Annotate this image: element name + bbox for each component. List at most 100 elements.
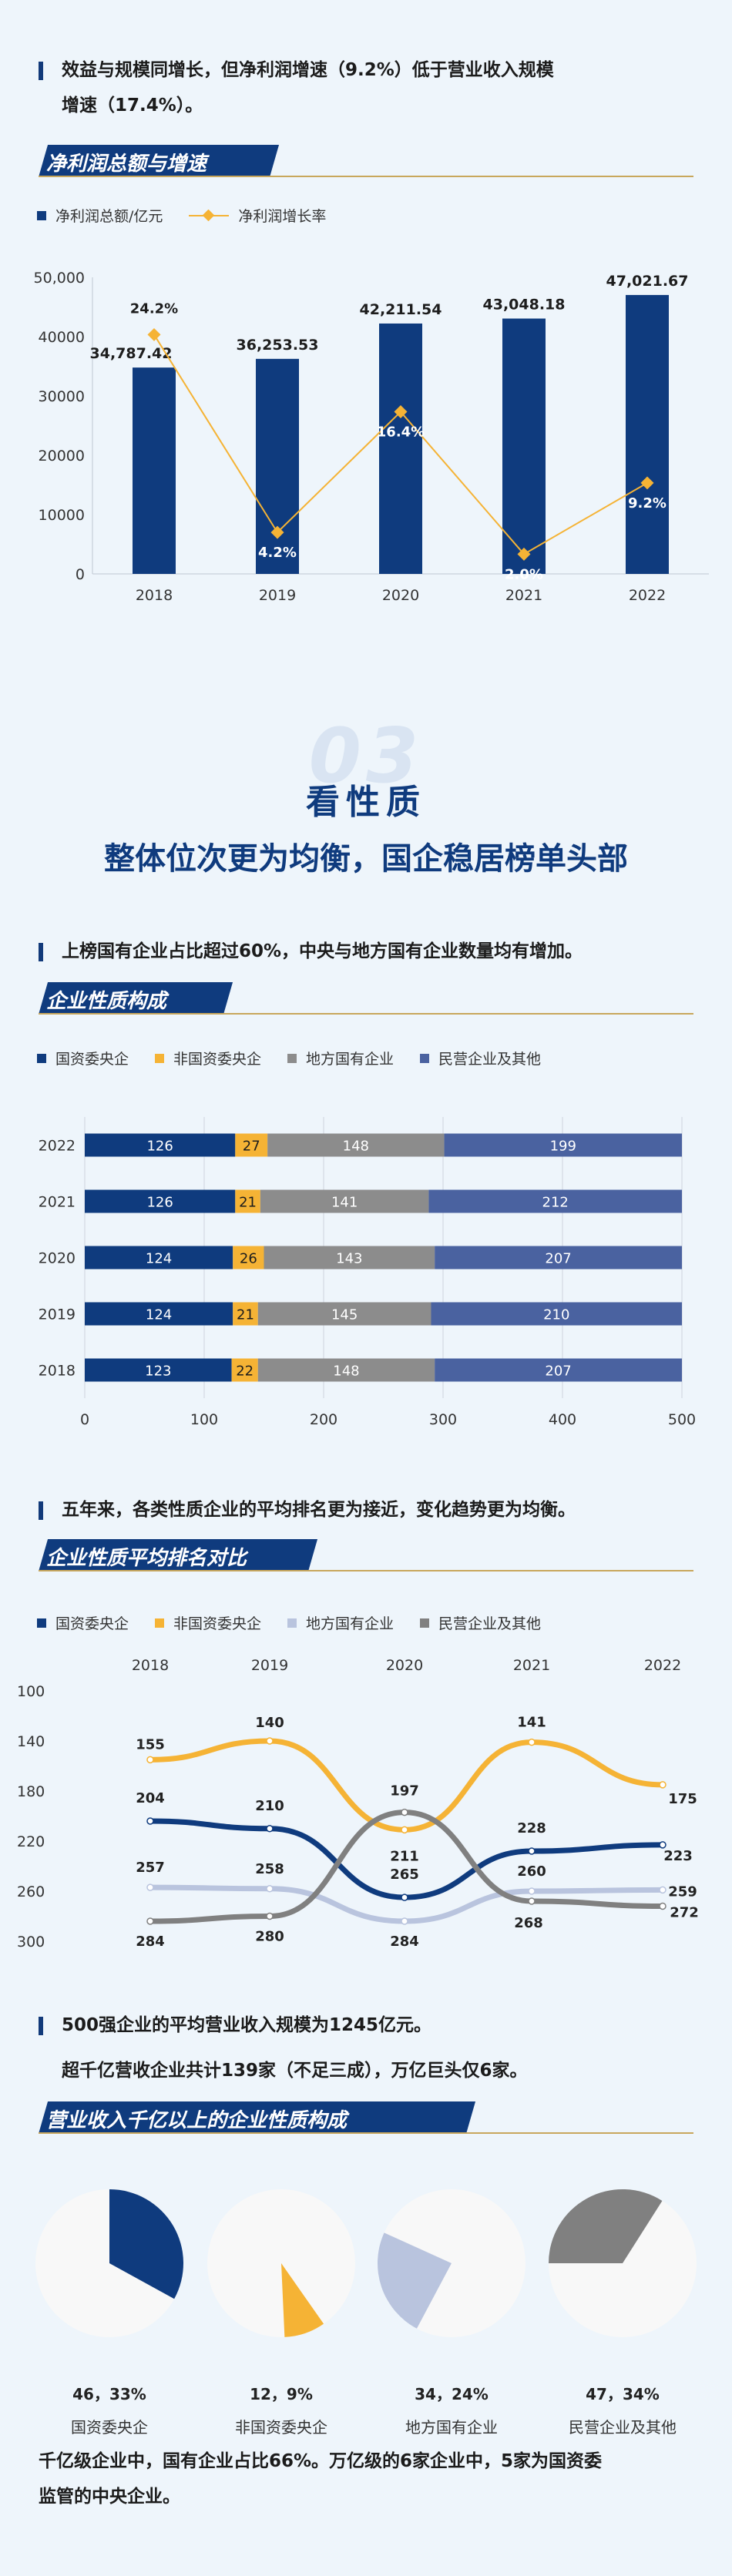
- rank-data-label: 259: [668, 1883, 697, 1900]
- legend-swatch: [287, 1618, 297, 1628]
- stacked-bar-segment: [444, 1133, 682, 1157]
- rank-point: [266, 1885, 274, 1893]
- lead-marker: [39, 62, 43, 80]
- legend-swatch: [420, 1618, 430, 1628]
- pie-slice: [378, 2232, 452, 2329]
- x-tick-label: 2020: [382, 587, 419, 604]
- rank-data-label: 258: [255, 1861, 284, 1877]
- growth-marker: [640, 476, 654, 490]
- y-tick-label: 180: [17, 1783, 45, 1800]
- segment-data-label: 207: [545, 1363, 571, 1380]
- rank-data-label: 284: [136, 1934, 165, 1950]
- y-tick-label: 2022: [39, 1138, 76, 1155]
- bar: [133, 367, 176, 574]
- growth-marker: [394, 405, 408, 419]
- x-tick-label: 2019: [259, 587, 296, 604]
- y-tick-label: 2019: [39, 1306, 76, 1323]
- chart-rank: 100 140 180 220 260 300 2018 2019 2020 2021 2022 20…: [17, 1657, 699, 1950]
- legend-label: 净利润总额/亿元: [55, 208, 163, 225]
- pie-slice: [109, 2189, 184, 2299]
- stacked-bar-segment: [235, 1133, 268, 1157]
- lead-nature: 上榜国有企业占比超过60%，中央与地方国有企业数量均有增加。: [39, 934, 701, 969]
- segment-data-label: 145: [331, 1307, 358, 1323]
- segment-data-label: 27: [243, 1139, 260, 1155]
- rank-point: [659, 1781, 667, 1789]
- legend-label: 国资委央企: [55, 1615, 129, 1632]
- y-tick-label: 0: [76, 566, 85, 583]
- x-tick-label: 200: [310, 1411, 337, 1428]
- rank-point: [401, 1917, 408, 1925]
- segment-data-label: 21: [239, 1195, 257, 1211]
- rank-data-label: 211: [390, 1848, 419, 1864]
- legend-swatch: [37, 1618, 46, 1628]
- legend-label: 非国资委央企: [173, 1051, 262, 1068]
- legend-label: 净利润增长率: [238, 208, 327, 225]
- pie-non-sasac: 12，9% 非国资委央企: [204, 2186, 358, 2437]
- pie-chart: [207, 2189, 355, 2337]
- section-number: 03: [308, 713, 424, 800]
- lead-marker: [39, 2017, 43, 2035]
- pie-value: 47，34%: [586, 2385, 660, 2403]
- stacked-bar-segment: [233, 1302, 258, 1326]
- segment-data-label: 148: [343, 1139, 369, 1155]
- legend-label: 地方国有企业: [306, 1051, 395, 1068]
- lead-rank-text: 五年来，各类性质企业的平均排名更为接近，变化趋势更为均衡。: [62, 1500, 576, 1520]
- growth-marker: [517, 547, 531, 561]
- segment-data-label: 26: [240, 1251, 257, 1267]
- intro-text: 效益与规模同增长，但净利润增速（9.2%）低于营业收入规模 增速（17.4%）。: [39, 52, 701, 123]
- bar: [626, 294, 669, 574]
- y-tick-label: 50,000: [34, 270, 85, 287]
- rank-data-label: 272: [670, 1905, 699, 1921]
- y-tick-label: 20000: [39, 448, 85, 465]
- rank-data-label: 265: [390, 1867, 419, 1883]
- rank-point: [146, 1756, 154, 1764]
- legend-item-bar: 净利润总额/亿元: [37, 205, 163, 226]
- x-tick-label: 400: [549, 1411, 576, 1428]
- stacked-bar-segment: [428, 1189, 682, 1213]
- legend-item: 非国资委央企: [155, 1048, 261, 1068]
- rank-data-label: 228: [517, 1820, 546, 1836]
- legend-label: 民营企业及其他: [438, 1615, 542, 1632]
- stacked-bar-segment: [235, 1189, 260, 1213]
- bar-data-label: 34,787.42: [90, 345, 173, 362]
- segment-data-label: 123: [145, 1363, 171, 1380]
- lead-rank: 五年来，各类性质企业的平均排名更为接近，变化趋势更为均衡。: [39, 1492, 701, 1528]
- x-tick-label: 2018: [136, 587, 173, 604]
- stacked-bar-segment: [260, 1189, 429, 1213]
- y-tick-label: 10000: [39, 507, 85, 524]
- legend-swatch-line: [189, 209, 230, 221]
- legend-label: 非国资委央企: [173, 1615, 262, 1632]
- growth-marker: [147, 327, 161, 341]
- stacked-bar-segment: [257, 1302, 431, 1326]
- rank-point: [146, 1883, 154, 1891]
- bar-data-label: 42,211.54: [360, 301, 442, 318]
- final-text: 千亿级企业中，国有企业占比66%。万亿级的6家企业中，5家为国资委 监管的中央企…: [39, 2444, 701, 2514]
- rank-point: [528, 1887, 536, 1895]
- x-tick-label: 2021: [505, 587, 542, 604]
- lead-nature-text: 上榜国有企业占比超过60%，中央与地方国有企业数量均有增加。: [62, 941, 583, 961]
- intro-line-2: 增速（17.4%）。: [62, 96, 203, 116]
- bar: [502, 318, 546, 574]
- pie-soe-central: 46，33% 国资委央企: [32, 2186, 186, 2437]
- rank-data-label: 280: [255, 1929, 284, 1945]
- pie-chart: [378, 2189, 525, 2337]
- rank-data-label: 284: [390, 1934, 419, 1950]
- stacked-bar-segment: [85, 1302, 233, 1326]
- final-line-1: 千亿级企业中，国有企业占比66%。万亿级的6家企业中，5家为国资委: [39, 2451, 603, 2471]
- rank-point: [528, 1847, 536, 1855]
- banner-title: 营业收入千亿以上的企业性质构成: [46, 2109, 348, 2132]
- legend-item: 民营企业及其他: [420, 1612, 541, 1633]
- stacked-bar-segment: [435, 1358, 682, 1382]
- pie-label: 民营企业及其他: [569, 2418, 677, 2437]
- y-tick-label: 2021: [39, 1194, 76, 1211]
- rank-point: [659, 1841, 667, 1849]
- banner-rule: [39, 1570, 693, 1571]
- rank-point: [266, 1825, 274, 1833]
- stacked-bar-segment: [85, 1189, 236, 1213]
- rank-data-label: 204: [136, 1790, 165, 1806]
- lead-revenue-text: 500强企业的平均营业收入规模为1245亿元。: [62, 2015, 432, 2035]
- final-line-2: 监管的中央企业。: [39, 2487, 180, 2507]
- pie-slice: [281, 2263, 324, 2337]
- segment-data-label: 210: [543, 1307, 569, 1323]
- legend-swatch: [420, 1053, 430, 1063]
